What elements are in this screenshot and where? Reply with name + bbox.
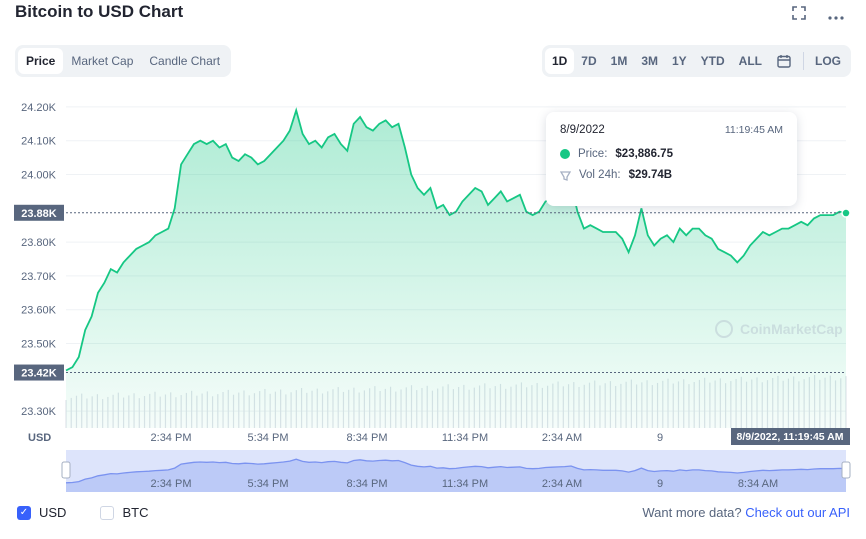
api-link[interactable]: Check out our API [745, 505, 850, 520]
cursor-time-label: 8/9/2022, 11:19:45 AM [736, 431, 843, 443]
btc-label: BTC [122, 505, 149, 520]
navigator-tick-label: 9 [657, 478, 663, 490]
range-7d[interactable]: 7D [581, 54, 597, 68]
cursor-time-badge [731, 428, 850, 445]
chart-type-tabs: Price Market Cap Candle Chart [15, 45, 232, 77]
y-axis-unit: USD [28, 432, 51, 444]
current-point [841, 208, 851, 218]
y-tick-label: 24.00K [21, 170, 57, 182]
watermark-text: CoinMarketCap [740, 321, 843, 337]
tab-market-cap[interactable]: Market Cap [71, 54, 134, 68]
range-all[interactable]: ALL [738, 54, 762, 68]
tooltip-vol-value: $29.74B [628, 169, 673, 181]
range-ytd[interactable]: YTD [700, 54, 725, 68]
tooltip-price-label: Price: [578, 148, 608, 160]
range-1y[interactable]: 1Y [671, 54, 687, 68]
btc-checkbox[interactable] [100, 505, 115, 520]
log-toggle[interactable]: LOG [815, 54, 841, 68]
x-tick-label: 11:34 PM [442, 432, 488, 444]
api-text: Want more data? [642, 505, 742, 520]
more-icon[interactable] [828, 7, 844, 25]
usd-label: USD [39, 505, 67, 520]
price-dot-icon [560, 149, 570, 159]
navigator-area [66, 459, 846, 492]
price-tooltip: 8/9/2022 11:19:45 AM Price: $23,886.75 V… [546, 112, 797, 206]
fullscreen-icon[interactable] [792, 6, 806, 25]
x-tick-label: 2:34 AM [542, 432, 582, 444]
navigator-handle-right[interactable] [841, 461, 851, 479]
navigator-tick-label: 8:34 AM [738, 478, 778, 490]
navigator-tick-label: 8:34 PM [347, 478, 388, 490]
tooltip-price-value: $23,886.75 [615, 148, 673, 160]
navigator-tick-label: 11:34 PM [442, 478, 488, 490]
tab-price[interactable]: Price [18, 48, 64, 74]
y-tick-label: 23.50K [21, 339, 57, 351]
y-tick-label: 23.70K [21, 271, 57, 283]
price-line [65, 107, 847, 372]
x-tick-label: 9 [657, 432, 663, 444]
x-tick-label: 8:34 PM [347, 432, 388, 444]
y-tick-label: 23.60K [21, 305, 57, 317]
currency-toggle: ✓ USD BTC [17, 505, 148, 520]
price-area [66, 110, 846, 429]
x-tick-label: 2:34 PM [151, 432, 192, 444]
range-1d[interactable]: 1D [544, 48, 575, 74]
navigator-tick-label: 2:34 AM [542, 478, 582, 490]
navigator-line [65, 458, 847, 484]
current-price-badge [14, 204, 64, 221]
tooltip-date: 8/9/2022 [560, 124, 605, 136]
range-1m[interactable]: 1M [610, 54, 628, 68]
tab-candle-chart[interactable]: Candle Chart [149, 54, 221, 68]
low-price-badge [14, 364, 64, 381]
y-tick-label: 23.80K [21, 237, 57, 249]
x-tick-label: 5:34 PM [248, 432, 289, 444]
time-range-selector: 1D 7D 1M 3M 1Y YTD ALL LOG [541, 45, 851, 77]
volume-icon [560, 170, 571, 181]
calendar-icon[interactable] [769, 48, 799, 74]
price-chart[interactable]: 24.20K 24.10K 24.00K 23.80K 23.70K 23.60K 23.5… [0, 0, 866, 500]
tooltip-vol-label: Vol 24h: [579, 169, 621, 181]
navigator-tick-label: 2:34 PM [151, 478, 192, 490]
coinmarketcap-watermark: CoinMarketCap [715, 320, 843, 338]
navigator-handle-left[interactable] [61, 461, 71, 479]
current-price-label: 23.88K [21, 208, 57, 220]
usd-checkbox[interactable]: ✓ [17, 505, 31, 520]
range-3m[interactable]: 3M [641, 54, 658, 68]
navigator-tick-label: 5:34 PM [248, 478, 289, 490]
page-title: Bitcoin to USD Chart [15, 2, 184, 21]
y-tick-label: 23.30K [21, 406, 57, 418]
low-price-label: 23.42K [21, 368, 57, 380]
api-promo: Want more data? Check out our API [642, 505, 850, 520]
y-tick-label: 24.20K [21, 102, 57, 114]
range-divider [803, 52, 804, 70]
tooltip-time: 11:19:45 AM [724, 124, 783, 136]
y-tick-label: 24.10K [21, 136, 57, 148]
